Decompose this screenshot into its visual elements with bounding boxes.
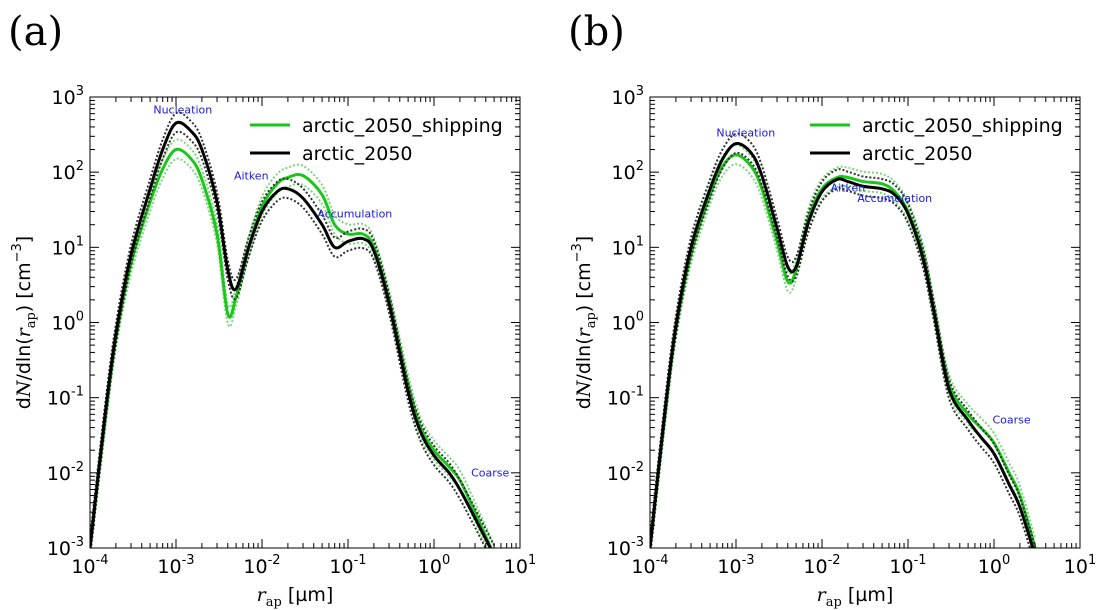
x-tick-label: 10-4 — [631, 553, 668, 578]
series-range-line — [650, 163, 1034, 548]
annotation-aitken: Aitken — [831, 182, 866, 195]
y-tick-label: 10-3 — [47, 535, 84, 560]
legend-entry: arctic_2050 — [862, 143, 973, 165]
y-tick-label: 100 — [612, 310, 644, 335]
x-tick-label: 10-3 — [717, 553, 754, 578]
y-tick-label: 101 — [612, 234, 644, 259]
y-tick-label: 102 — [52, 159, 84, 184]
x-tick-label: 100 — [978, 553, 1010, 578]
panel-label: (a) — [8, 9, 63, 55]
x-tick-label: 100 — [418, 553, 450, 578]
annotation-accumulation: Accumulation — [857, 192, 932, 205]
series-line-arctic_2050 — [90, 120, 493, 548]
series-range-line — [90, 138, 496, 546]
y-tick-label: 103 — [52, 84, 84, 109]
annotation-accumulation: Accumulation — [317, 207, 392, 220]
y-tick-label: 10-2 — [607, 460, 644, 485]
x-tick-label: 10-1 — [329, 553, 366, 578]
y-tick-label: 10-2 — [47, 460, 84, 485]
series-range-line — [90, 130, 487, 548]
y-tick-label: 10-1 — [607, 385, 644, 410]
annotation-aitken: Aitken — [234, 169, 269, 182]
x-tick-label: 101 — [504, 553, 536, 578]
series-line-arctic_2050_shipping — [650, 153, 1037, 548]
x-tick-label: 10-2 — [803, 553, 840, 578]
plot-area — [90, 111, 496, 548]
series-line-arctic_2050 — [650, 141, 1035, 548]
annotation-nucleation: Nucleation — [153, 104, 212, 117]
legend-entry: arctic_2050_shipping — [302, 115, 503, 137]
panel-label: (b) — [568, 9, 625, 55]
y-tick-label: 100 — [52, 310, 84, 335]
legend: arctic_2050_shipping arctic_2050 — [810, 115, 1063, 165]
y-axis-label: dN/dln(rap) [cm−3] — [570, 236, 599, 409]
y-axis-label: dN/dln(rap) [cm−3] — [10, 236, 39, 409]
x-axis-label: rap [µm] — [257, 584, 334, 610]
series-range-line — [90, 157, 488, 548]
y-tick-label: 10-1 — [47, 385, 84, 410]
chart-panel-a: (a)10-4 10-3 10-2 10-1 100 10110-310-210-1100… — [8, 9, 536, 610]
legend: arctic_2050_shipping arctic_2050 — [250, 115, 503, 165]
y-tick-label: 103 — [612, 84, 644, 109]
series-range-line — [650, 144, 1036, 539]
x-tick-label: 101 — [1064, 553, 1096, 578]
x-axis-label: rap [µm] — [817, 584, 894, 610]
x-tick-label: 10-3 — [157, 553, 194, 578]
plot-area — [650, 132, 1037, 548]
x-tick-label: 10-1 — [889, 553, 926, 578]
legend-entry: arctic_2050_shipping — [862, 115, 1063, 137]
annotation-nucleation: Nucleation — [716, 126, 775, 139]
y-tick-label: 101 — [52, 234, 84, 259]
annotation-coarse: Coarse — [992, 414, 1030, 427]
annotation-coarse: Coarse — [471, 466, 509, 479]
legend-entry: arctic_2050 — [302, 143, 413, 165]
x-tick-label: 10-2 — [243, 553, 280, 578]
series-range-line — [650, 151, 1032, 548]
x-tick-label: 10-4 — [71, 553, 108, 578]
y-tick-label: 102 — [612, 159, 644, 184]
series-line-arctic_2050_shipping — [90, 147, 493, 548]
y-tick-label: 10-3 — [607, 535, 644, 560]
chart-panel-b: (b)10-4 10-3 10-2 10-1 100 10110-310-210-1100… — [568, 9, 1096, 610]
series-range-line — [650, 132, 1036, 546]
series-range-line — [90, 111, 495, 546]
